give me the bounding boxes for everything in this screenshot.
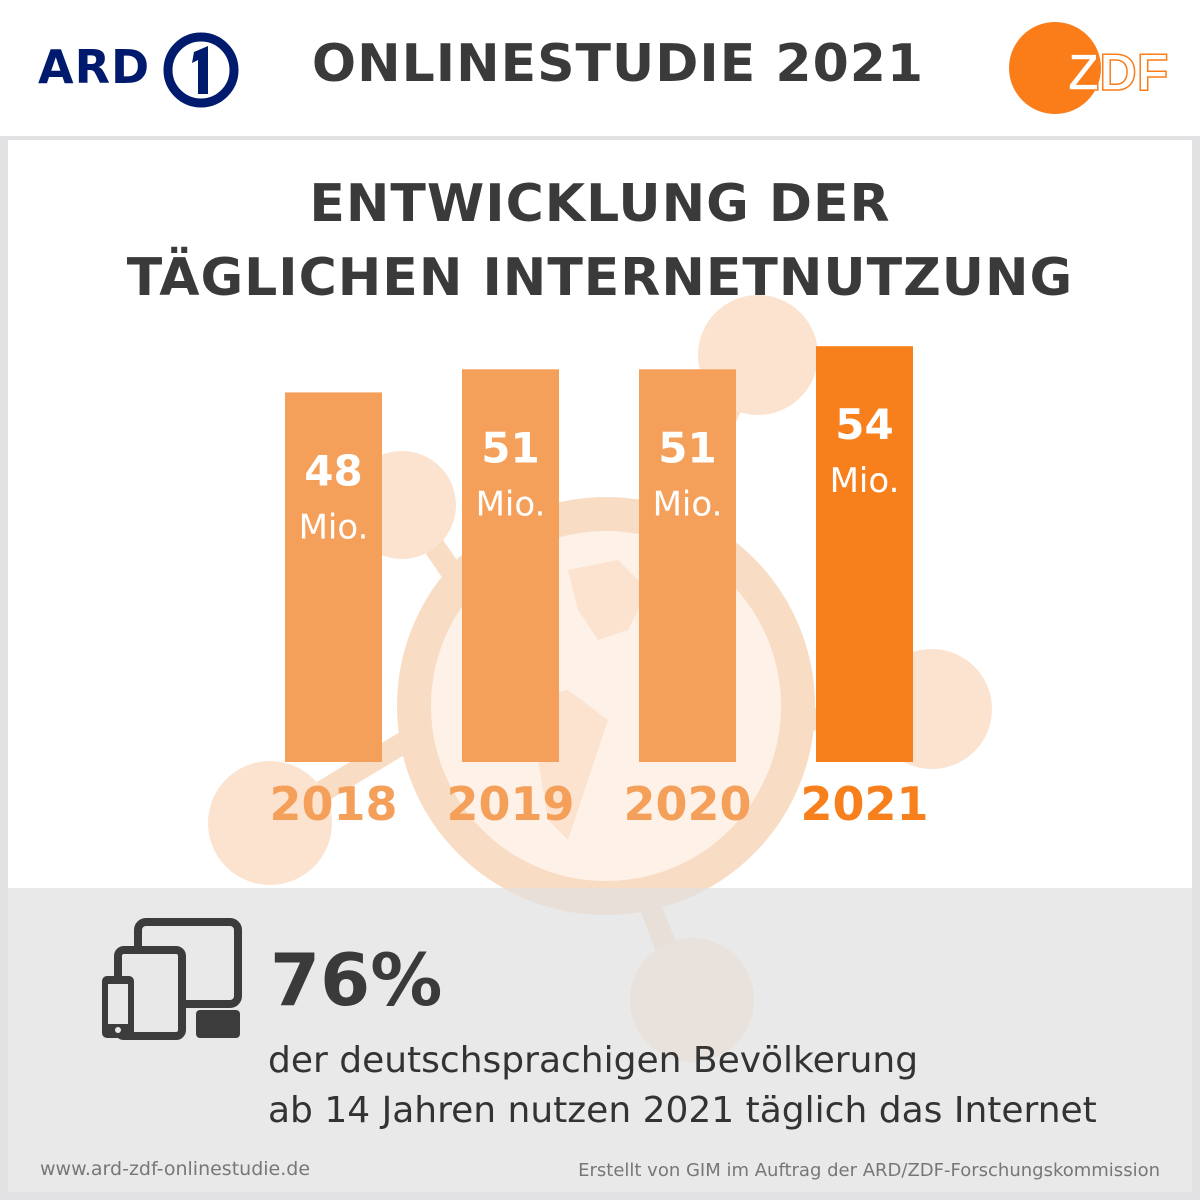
bar-unit-label: Mio.	[830, 461, 900, 501]
footer-credit: Erstellt von GIM im Auftrag der ARD/ZDF-…	[578, 1160, 1160, 1181]
x-tick-label-2020: 2020	[623, 777, 751, 831]
zdf-logo: ZDF	[1009, 22, 1169, 114]
bar-value-label: 54	[835, 400, 893, 449]
ard-logo: ARD	[38, 22, 239, 118]
bar-value-label: 51	[481, 423, 539, 472]
bar-2021	[816, 346, 913, 762]
chart-title-line-1: ENTWICKLUNG DER	[309, 174, 891, 234]
x-tick-label-2019: 2019	[446, 777, 574, 831]
page-title: ONLINESTUDIE 2021	[311, 34, 925, 94]
stat-text-line-2: ab 14 Jahren nutzen 2021 täglich das Int…	[268, 1090, 1097, 1131]
bottom-band	[8, 888, 1192, 1192]
bar-2019	[462, 369, 559, 762]
bar-unit-label: Mio.	[299, 507, 369, 547]
header: ARD ONLINESTUDIE 2021 ZDF	[0, 0, 1200, 136]
bar-chart: 48 Mio. 2018 51 Mio. 2019 51 Mio. 2020 54 Mio. 2021	[269, 346, 929, 831]
bar-2020	[639, 369, 736, 762]
bar-value-label: 51	[658, 423, 716, 472]
zdf-logo-text: ZDF	[1067, 44, 1168, 102]
x-tick-label-2018: 2018	[269, 777, 397, 831]
bar-unit-label: Mio.	[476, 484, 546, 524]
chart-title-line-2: TÄGLICHEN INTERNETNUTZUNG	[126, 248, 1074, 308]
x-tick-label-2021: 2021	[800, 777, 928, 831]
stat-value: 76%	[270, 938, 443, 1022]
ard-logo-text: ARD	[38, 40, 151, 94]
stat-text-line-1: der deutschsprachigen Bevölkerung	[268, 1040, 919, 1081]
bar-2018	[285, 392, 382, 762]
bar-unit-label: Mio.	[653, 484, 723, 524]
footer-website: www.ard-zdf-onlinestudie.de	[40, 1158, 311, 1180]
devices-icon	[102, 918, 242, 1040]
bar-value-label: 48	[304, 446, 362, 495]
ard-one-icon	[163, 32, 239, 108]
